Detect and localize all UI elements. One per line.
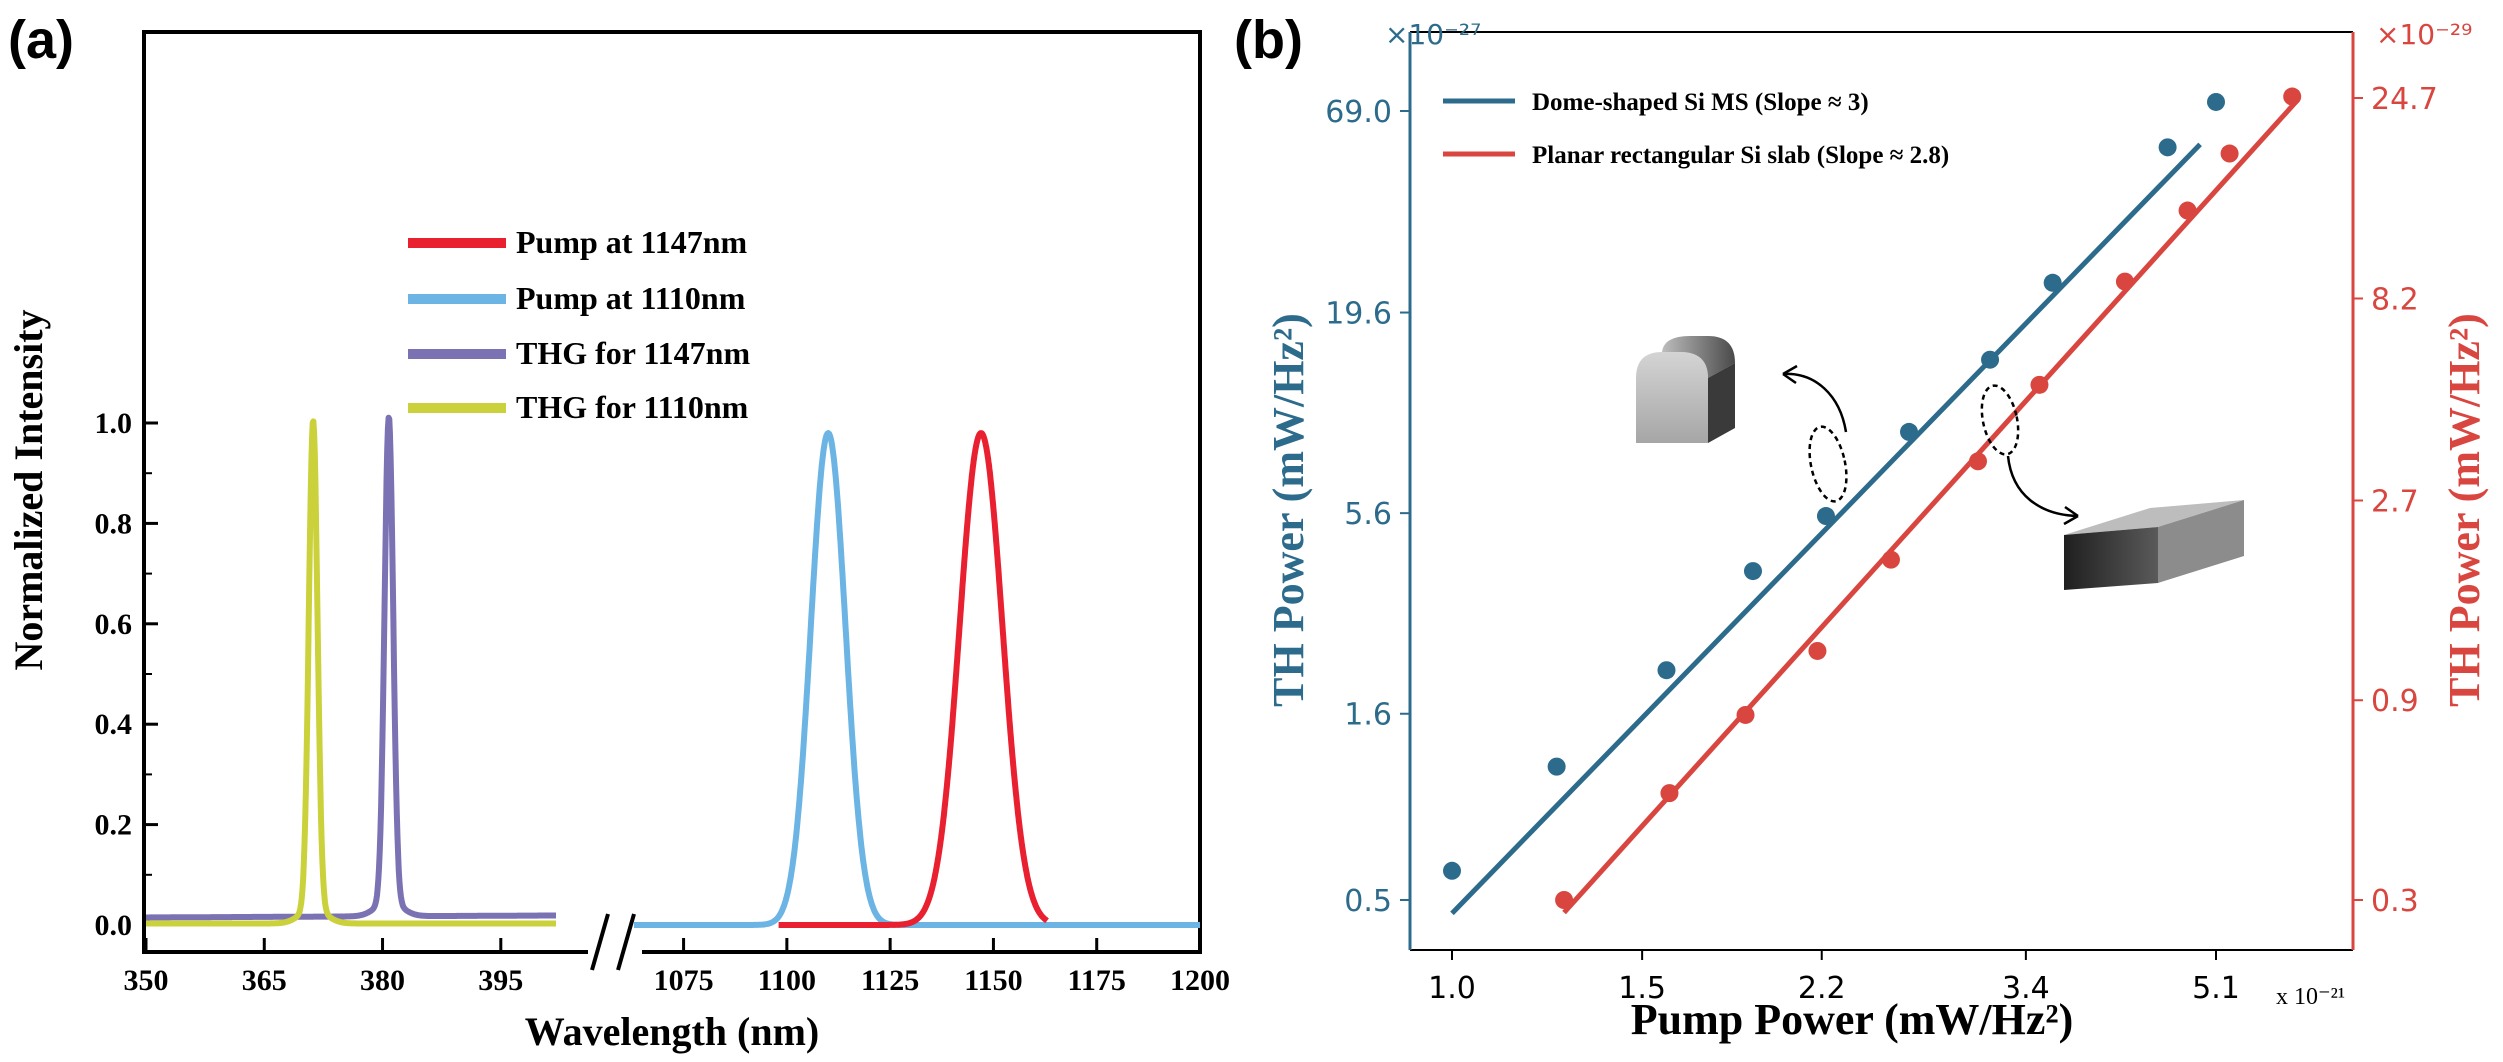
panel-b: (b) 1.0 1.5 2.2 3.4 5.1 0.5 1.6 5.6 19.6 69.0 0.3 0… [1234,10,2489,1044]
x-axis-title-a: Wavelength (nm) [525,1009,819,1054]
y-tick-label-a: 1.0 [95,407,133,440]
legend-label-a: Pump at 1110nm [516,280,746,316]
data-point-dome [2043,273,2062,292]
y-left-axis-title: TH Power (mW/Hz²) [1264,313,1313,707]
axis-break-marker [590,913,636,971]
data-point-slab [2283,87,2302,106]
data-point-dome [1443,861,1461,880]
series-line-thg-for-1110nm [143,418,559,927]
x-tick-label-a: 1200 [1170,964,1230,997]
panel-a-frame [142,30,1202,954]
y-left-tick-label: 1.6 [1344,698,1392,733]
x-tick-label-b: 2.2 [1798,971,1846,1006]
x-tick-label-a: 1150 [964,964,1022,997]
panel-b-label: (b) [1234,10,1303,70]
data-point-dome [1743,562,1762,581]
panel-a-label: (a) [8,10,74,70]
y-left-multiplier: ×10⁻²⁷ [1385,18,1481,51]
data-point-dome [1547,757,1566,776]
x-axis-title-b: Pump Power (mW/Hz²) [1631,995,2074,1044]
legend-label-b: Dome-shaped Si MS (Slope ≈ 3) [1532,89,1869,116]
x-tick-label-a: 350 [124,964,169,997]
fit-line-dome [1450,142,2202,916]
data-point-slab [1736,705,1755,724]
y-tick-label-a: 0.6 [95,608,133,641]
data-point-slab [1968,452,1987,471]
x-multiplier: x 10⁻²¹ [2276,984,2345,1010]
data-point-dome [1981,350,2000,369]
legend-label-b: Planar rectangular Si slab (Slope ≈ 2.8) [1532,142,1949,169]
fit-line-slab [1562,100,2298,915]
panel-a: (a) 0.0 0.2 0.4 0.6 0.8 1.0 350 365 380 395 1075 11… [6,10,1230,1054]
x-tick-label-b: 1.5 [1618,971,1666,1006]
x-tick-label-a: 1175 [1068,964,1126,997]
data-point-slab [2115,272,2134,291]
legend-b: Dome-shaped Si MS (Slope ≈ 3) Planar rect… [1443,89,1949,169]
y-left-tick-label: 0.5 [1344,884,1392,919]
x-tick-label-b: 5.1 [2192,971,2240,1006]
y-left-tick-label: 5.6 [1344,497,1392,532]
series-line-pump-at-1110nm [631,430,1203,928]
x-tick-label-a: 395 [478,964,523,997]
y-right-tick-label: 0.3 [2371,884,2419,919]
y-right-tick-label: 2.7 [2371,484,2419,519]
y-tick-label-a: 0.0 [95,909,133,942]
x-tick-label-a: 1125 [861,964,919,997]
data-point-slab [1660,784,1679,803]
y-right-axis-title: TH Power (mW/Hz²) [2440,313,2489,707]
data-point-slab [1881,550,1900,569]
x-tick-label-b: 1.0 [1428,971,1476,1006]
y-tick-label-a: 0.8 [95,507,133,540]
data-point-slab [2220,144,2239,163]
data-point-dome [1900,422,1919,441]
x-tick-label-a: 380 [360,964,405,997]
y-right-tick-label: 24.7 [2371,82,2438,117]
x-tick-label-a: 1075 [654,964,714,997]
data-point-slab [1555,891,1574,909]
data-point-dome [2207,92,2225,111]
series-line-pump-at-1147nm [776,430,1050,928]
y-tick-label-a: 0.4 [95,708,133,741]
y-left-tick-label: 19.6 [1325,297,1392,332]
data-point-slab [2030,375,2049,394]
y-left-tick-label: 69.0 [1325,95,1392,130]
series-line-thg-for-1147nm [143,414,559,921]
y-right-tick-label: 0.9 [2371,684,2419,719]
data-point-slab [1808,641,1827,660]
legend-label-a: THG for 1110nm [516,389,749,425]
data-point-dome [1816,507,1835,526]
x-tick-label-b: 3.4 [2002,971,2050,1006]
x-tick-label-a: 1100 [758,964,816,997]
annotation-markers [1782,364,2079,526]
y-right-multiplier: ×10⁻²⁹ [2376,18,2472,51]
legend-label-a: Pump at 1147nm [516,224,747,260]
y-right-tick-label: 8.2 [2371,282,2419,317]
y-axis-title-a: Normalized Intensity [6,309,51,670]
data-point-dome [1657,661,1676,680]
y-tick-label-a: 0.2 [95,809,133,842]
x-tick-label-a: 365 [242,964,287,997]
legend-label-a: THG for 1147nm [516,335,750,371]
legend-a: Pump at 1147nm Pump at 1110nm THG for 1147… [408,224,750,425]
data-point-dome [2158,138,2177,157]
dome-structure-illustration [1636,336,1735,443]
slab-structure-illustration [2064,500,2244,590]
data-point-slab [2178,201,2197,220]
